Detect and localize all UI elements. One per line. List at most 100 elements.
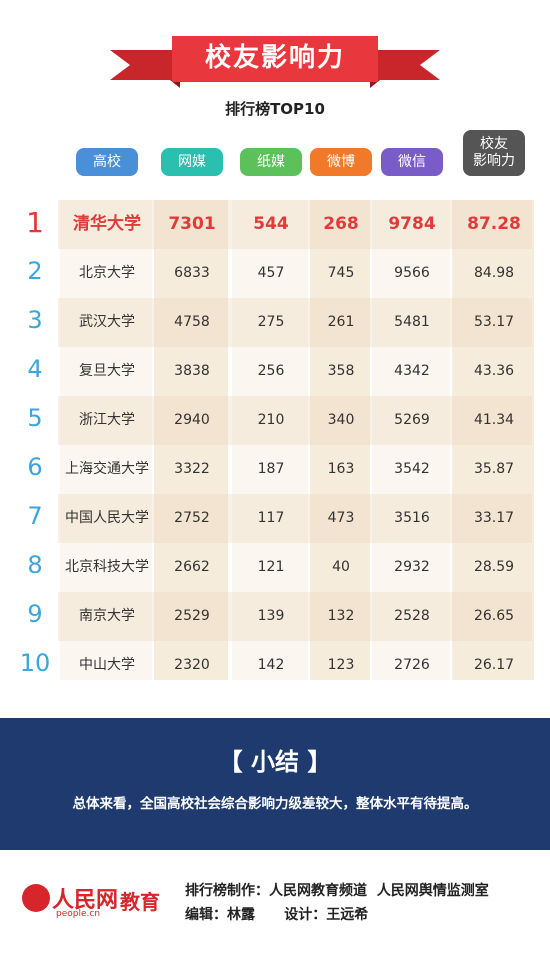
- table-cell: 121: [257, 559, 285, 575]
- ranking-table: 高校 网媒 纸媒 微博 微信 校友 影响力 1 清华大学 7301 544 268 9784 87.28…: [19, 130, 534, 680]
- rank: 3: [27, 306, 43, 334]
- table-cell: 33.17: [473, 510, 515, 526]
- table-cell: 87.28: [467, 214, 521, 234]
- logo-channel: 教育: [120, 890, 160, 914]
- column-header: 微信: [381, 148, 443, 176]
- table-cell: 745: [327, 265, 355, 281]
- table-cell: 544: [253, 214, 289, 234]
- title-ribbon: [110, 36, 440, 88]
- table-cell: 6833: [174, 265, 210, 281]
- table-cell: 40: [332, 559, 350, 575]
- summary-text: 总体来看，全国高校社会综合影响力级差较大，整体水平有待提高。: [72, 796, 478, 812]
- table-cell: 35.87: [473, 461, 515, 477]
- school-name: 南京大学: [79, 608, 135, 624]
- table-cell: 2940: [174, 412, 210, 428]
- school-name: 复旦大学: [79, 363, 135, 379]
- table-cell: 132: [327, 608, 355, 624]
- table-cell: 139: [257, 608, 285, 624]
- column-bg: [310, 200, 370, 680]
- table-cell: 275: [257, 314, 285, 330]
- school-name: 上海交通大学: [65, 461, 149, 477]
- table-cell: 26.17: [473, 657, 515, 673]
- table-cell: 358: [327, 363, 355, 379]
- table-cell: 4758: [174, 314, 210, 330]
- row-bg: [58, 200, 532, 249]
- row-bg: [58, 592, 532, 641]
- column-bg: [232, 200, 308, 680]
- school-name: 北京科技大学: [65, 559, 149, 575]
- logo: 人民网: [52, 887, 119, 913]
- table-cell: 4342: [394, 363, 430, 379]
- column-bg: [154, 200, 228, 680]
- table-cell: 123: [327, 657, 355, 673]
- school-name: 中国人民大学: [65, 510, 149, 526]
- table-cell: 5481: [394, 314, 430, 330]
- table-cell: 41.34: [473, 412, 515, 428]
- table-cell: 9784: [388, 214, 436, 234]
- table-cell: 5269: [394, 412, 430, 428]
- table-cell: 2932: [394, 559, 430, 575]
- rank: 6: [27, 453, 43, 481]
- column-header: 高校: [76, 148, 138, 176]
- table-cell: 2528: [394, 608, 430, 624]
- rank: 10: [19, 649, 51, 677]
- rank: 7: [27, 502, 43, 530]
- column-bg: [452, 200, 534, 680]
- school-name: 武汉大学: [79, 314, 135, 330]
- table-cell: 9566: [394, 265, 430, 281]
- table-cell: 53.17: [473, 314, 515, 330]
- row-bg: [58, 494, 532, 543]
- column-header: 纸媒: [240, 148, 302, 176]
- table-cell: 28.59: [473, 559, 515, 575]
- table-cell: 340: [327, 412, 355, 428]
- table-cell: 473: [327, 510, 355, 526]
- summary-title: 【 小结 】: [218, 748, 332, 776]
- row-bg: [58, 298, 532, 347]
- credit: 编辑：林露 设计：王远希: [185, 907, 369, 923]
- table-cell: 142: [257, 657, 285, 673]
- rank: 1: [26, 206, 44, 239]
- summary-band: [0, 718, 550, 850]
- table-cell: 2320: [174, 657, 210, 673]
- column-header: 校友 影响力: [463, 130, 525, 176]
- table-cell: 7301: [168, 214, 216, 234]
- table-cell: 84.98: [473, 265, 515, 281]
- rank: 2: [27, 257, 43, 285]
- rank: 9: [27, 600, 43, 628]
- table-cell: 2752: [174, 510, 210, 526]
- table-cell: 26.65: [473, 608, 515, 624]
- table-cell: 261: [327, 314, 355, 330]
- logo-icon: [22, 884, 50, 912]
- school-name: 北京大学: [79, 265, 135, 281]
- school-name: 清华大学: [73, 214, 141, 234]
- table-cell: 187: [257, 461, 285, 477]
- table-cell: 3838: [174, 363, 210, 379]
- table-cell: 256: [257, 363, 285, 379]
- table-cell: 3322: [174, 461, 210, 477]
- column-header: 微博: [310, 148, 372, 176]
- table-cell: 457: [257, 265, 285, 281]
- logo-sub: people.cn: [56, 909, 101, 919]
- table-cell: 210: [257, 412, 285, 428]
- column-bg: [60, 200, 152, 680]
- school-name: 浙江大学: [79, 412, 135, 428]
- table-cell: 163: [327, 461, 355, 477]
- table-cell: 2726: [394, 657, 430, 673]
- table-cell: 117: [257, 510, 285, 526]
- table-cell: 268: [323, 214, 359, 234]
- column-bg: [372, 200, 450, 680]
- table-cell: 3516: [394, 510, 430, 526]
- rank: 5: [27, 404, 43, 432]
- title: 校友影响力: [204, 43, 345, 73]
- credit: 排行榜制作：人民网教育频道 人民网舆情监测室: [185, 883, 489, 899]
- table-cell: 43.36: [473, 363, 515, 379]
- table-cell: 3542: [394, 461, 430, 477]
- row-bg: [58, 396, 532, 445]
- table-cell: 2529: [174, 608, 210, 624]
- table-cell: 2662: [174, 559, 210, 575]
- subtitle: 排行榜TOP10: [225, 100, 325, 118]
- school-name: 中山大学: [79, 657, 135, 673]
- rank: 4: [27, 355, 43, 383]
- column-header: 网媒: [161, 148, 223, 176]
